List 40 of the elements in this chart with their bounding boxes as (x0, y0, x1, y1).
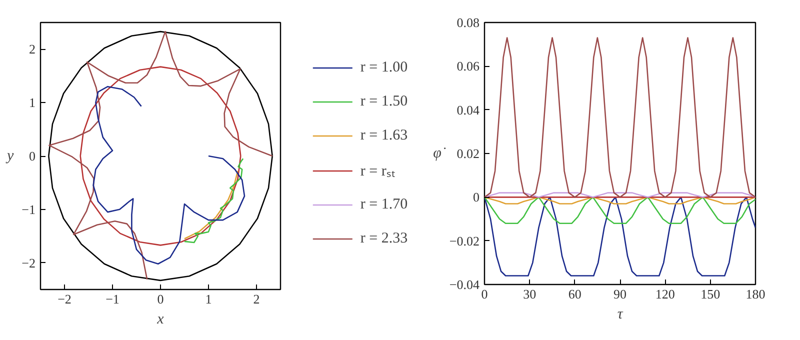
x-tick-label: 2 (253, 292, 260, 306)
y-tick-label: 0.06 (456, 58, 480, 74)
line-series (184, 170, 238, 240)
x-tick-label: 90 (614, 286, 626, 302)
y-tick-label: 0.04 (456, 102, 480, 118)
y-tick-label: −1 (22, 202, 36, 217)
y-tick-label: 0.08 (456, 15, 480, 30)
line-series (484, 196, 756, 224)
x-tick-label: 150 (700, 286, 720, 302)
y-tick-label: 1 (29, 95, 36, 110)
y-tick-label: 2 (29, 42, 36, 57)
y-tick-label: −0.02 (449, 233, 480, 248)
line-series (184, 158, 244, 244)
x-tick-label: −1 (106, 292, 120, 306)
legend-label: r = 1.00 (360, 59, 408, 76)
x-axis-title: x (156, 312, 164, 328)
y-tick-label: −0.04 (449, 277, 480, 292)
line-series (484, 196, 756, 276)
x-tick-label: 1 (205, 292, 212, 306)
line-series (92, 86, 246, 265)
x-tick-label: 120 (655, 286, 675, 302)
y-tick-label: −2 (22, 255, 36, 270)
y-tick-label: 0 (473, 190, 480, 205)
x-tick-label: 180 (746, 286, 766, 302)
legend-label: r = rₛₜ (360, 162, 396, 180)
y-tick-label: 0.02 (456, 146, 480, 161)
x-tick-label: −2 (58, 292, 72, 306)
legend-label: r = 1.50 (360, 93, 408, 110)
x-tick-label: 0 (157, 292, 164, 306)
line-series (484, 196, 756, 204)
y-axis-title: y (5, 148, 14, 164)
legend-label: r = 1.70 (360, 196, 408, 213)
x-tick-label: 60 (568, 286, 582, 302)
y-tick-label: 0 (29, 148, 36, 164)
line-series (484, 37, 756, 198)
x-tick-label: 30 (523, 286, 536, 302)
legend-label: r = 2.33 (360, 230, 408, 247)
x-axis-title: τ (617, 306, 624, 322)
legend-label: r = 1.63 (360, 127, 408, 144)
y-axis-title: φ̇ (433, 146, 446, 162)
